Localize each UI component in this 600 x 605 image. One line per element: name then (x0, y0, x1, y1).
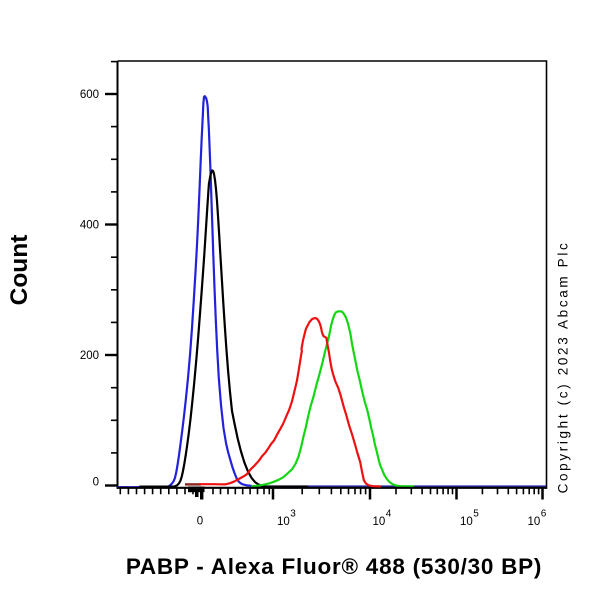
svg-text:10: 10 (277, 516, 290, 528)
svg-text:6: 6 (541, 509, 547, 520)
svg-text:0: 0 (93, 477, 99, 489)
svg-text:Copyright (c) 2023 Abcam Plc: Copyright (c) 2023 Abcam Plc (556, 241, 571, 494)
svg-text:PABP - Alexa Fluor® 488 (530/3: PABP - Alexa Fluor® 488 (530/30 BP) (126, 554, 542, 579)
svg-text:10: 10 (528, 516, 541, 528)
svg-text:5: 5 (473, 509, 479, 520)
svg-text:4: 4 (386, 509, 392, 520)
svg-text:10: 10 (373, 516, 386, 528)
svg-text:600: 600 (80, 89, 99, 101)
svg-text:200: 200 (80, 350, 99, 362)
svg-text:10: 10 (460, 516, 473, 528)
svg-text:400: 400 (80, 220, 99, 232)
svg-text:3: 3 (290, 509, 296, 520)
svg-text:Count: Count (6, 235, 33, 306)
svg-text:0: 0 (197, 516, 203, 528)
